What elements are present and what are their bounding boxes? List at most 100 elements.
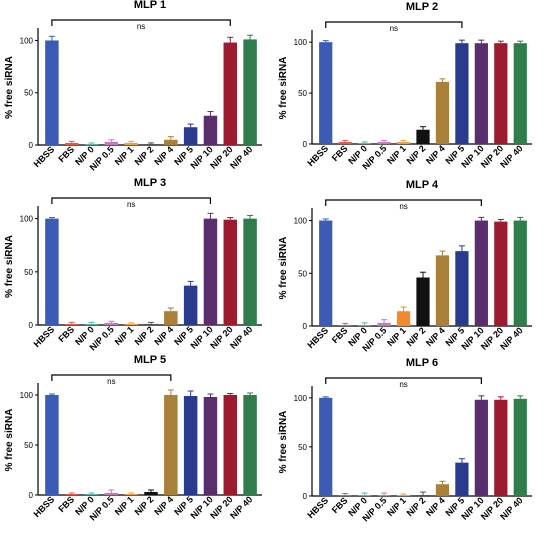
x-tick-label: HBSS [305, 143, 330, 168]
x-tick-label: N/P 1 [385, 325, 408, 348]
bar-hbss [319, 397, 333, 496]
bar-n-p-0-5 [377, 141, 391, 144]
bar-n-p-5 [183, 127, 198, 145]
significance-bracket [325, 199, 482, 206]
chart-title: MLP 2 [406, 1, 438, 13]
bar-n-p-10 [203, 115, 218, 145]
bar-n-p-40 [243, 395, 257, 495]
chart-title: MLP 6 [406, 357, 438, 369]
x-tick-label: N/P 40 [498, 143, 524, 169]
significance-bracket [51, 374, 172, 381]
bar-n-p-20 [223, 42, 238, 145]
significance-label: ns [137, 22, 145, 31]
y-axis-label: % free siRNA [278, 237, 289, 300]
x-tick-label: N/P 1 [113, 144, 136, 167]
y-tick-label: 100 [294, 38, 308, 47]
significance-bracket [325, 21, 463, 28]
y-tick-label: 100 [294, 394, 308, 403]
x-tick-label: HBSS [32, 144, 57, 169]
chart-title: MLP 1 [134, 0, 166, 11]
bar-n-p-40 [513, 43, 527, 145]
y-tick-label: 100 [294, 217, 308, 226]
bar-n-p-0-5 [104, 141, 119, 145]
x-tick-label: N/P 2 [133, 324, 156, 347]
bar-n-p-4 [435, 484, 450, 496]
significance-label: ns [399, 380, 407, 389]
bar-n-p-20 [494, 43, 508, 145]
bar-n-p-40 [513, 398, 527, 496]
bar-n-p-0 [84, 143, 99, 145]
y-axis-label: % free siRNA [4, 235, 15, 298]
bar-n-p-40 [243, 218, 257, 325]
bar-fbs [64, 142, 79, 145]
bar-fbs [64, 323, 79, 325]
y-axis-label: % free siRNA [4, 409, 15, 472]
significance-label: ns [399, 202, 407, 211]
bar-n-p-10 [203, 397, 218, 495]
bar-n-p-20 [494, 221, 508, 326]
bar-n-p-0 [358, 142, 372, 144]
bar-n-p-1 [124, 142, 138, 145]
bar-n-p-0 [84, 494, 99, 495]
bar-n-p-5 [455, 43, 469, 145]
bar-n-p-1 [124, 494, 138, 495]
y-tick-label: 0 [303, 322, 308, 331]
bar-n-p-10 [203, 218, 218, 325]
bar-n-p-0-5 [377, 322, 391, 326]
x-tick-label: N/P 4 [152, 494, 175, 517]
x-tick-label: HBSS [305, 495, 330, 520]
bar-n-p-1 [396, 495, 411, 496]
bar-fbs [338, 495, 352, 496]
x-tick-label: N/P 2 [405, 143, 428, 166]
bar-n-p-20 [223, 219, 238, 325]
bar-hbss [319, 42, 333, 144]
x-tick-label: HBSS [305, 325, 330, 350]
x-tick-label: N/P 40 [228, 144, 254, 170]
y-axis-label: % free siRNA [4, 56, 15, 119]
bar-hbss [319, 220, 333, 326]
chart-title: MLP 4 [406, 179, 439, 191]
y-tick-label: 50 [24, 89, 33, 98]
bar-n-p-2 [416, 129, 430, 144]
bar-n-p-0 [84, 323, 99, 325]
x-tick-label: N/P 1 [113, 324, 136, 347]
y-tick-label: 100 [20, 391, 34, 400]
bar-n-p-0 [358, 324, 372, 326]
y-tick-label: 50 [24, 441, 33, 450]
y-axis-label: % free siRNA [278, 411, 289, 474]
significance-label: ns [107, 377, 115, 386]
bar-n-p-0 [358, 495, 372, 496]
bar-n-p-0-5 [104, 322, 119, 325]
bar-n-p-2 [416, 277, 430, 326]
significance-label: ns [127, 200, 135, 209]
bar-n-p-4 [435, 81, 450, 144]
bar-fbs [338, 324, 352, 326]
x-tick-label: N/P 2 [133, 144, 156, 167]
bar-n-p-10 [474, 399, 488, 496]
x-tick-label: N/P 40 [228, 324, 254, 350]
x-tick-label: N/P 1 [385, 495, 408, 518]
y-tick-label: 0 [29, 491, 34, 500]
bar-n-p-2 [416, 495, 430, 496]
x-tick-label: HBSS [32, 494, 57, 519]
y-tick-label: 50 [298, 89, 307, 98]
bar-n-p-4 [164, 395, 178, 495]
y-tick-label: 50 [298, 269, 307, 278]
x-tick-label: N/P 40 [228, 494, 254, 520]
bar-hbss [45, 395, 59, 495]
bar-hbss [45, 218, 59, 325]
x-tick-label: HBSS [32, 324, 57, 349]
chart-title: MLP 5 [134, 354, 166, 366]
x-tick-label: N/P 2 [133, 494, 156, 517]
bar-n-p-4 [164, 311, 178, 325]
bar-n-p-10 [474, 220, 488, 326]
bar-n-p-1 [396, 141, 411, 144]
significance-bracket [51, 197, 212, 204]
